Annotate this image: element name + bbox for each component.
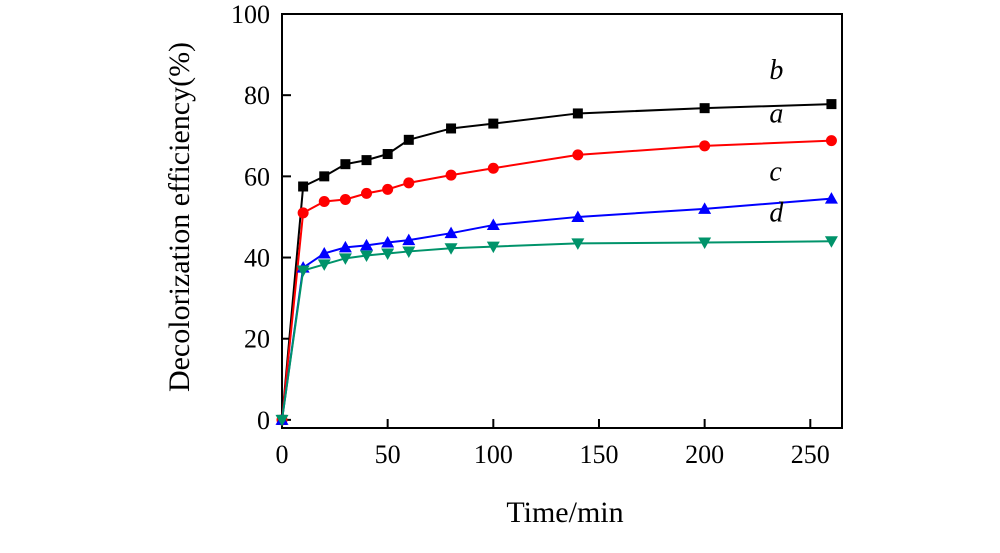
data-point [826,99,837,110]
data-point [297,207,309,219]
x-tick-label: 0 [276,440,289,469]
data-point [444,226,458,239]
series-b [277,99,837,425]
data-point [445,169,457,181]
series-label-d: d [769,197,784,228]
x-tick-label: 50 [375,440,401,469]
data-point [699,103,710,114]
series-line [281,103,832,420]
y-tick-label: 100 [231,0,270,29]
series-d [275,236,838,427]
data-point [360,250,374,262]
data-point [446,123,457,134]
y-tick-label: 40 [244,244,270,273]
plot-frame [281,13,843,429]
data-point [486,218,500,231]
data-point [360,238,374,251]
series-a [276,135,837,426]
data-point [698,202,712,214]
data-point [571,238,585,250]
data-point [339,193,351,205]
data-point [402,233,416,246]
data-point [319,171,330,182]
series-layer [275,99,838,427]
data-point [825,135,837,147]
data-point [824,236,838,248]
axes: 0 50 100 150 200 250 0 20 40 60 80 100 [231,0,843,469]
data-point [317,259,331,271]
data-point [361,155,372,166]
data-point [338,240,352,253]
y-tick-label: 60 [244,162,270,191]
data-point [382,149,393,160]
data-point [572,108,583,119]
series-label-b: b [769,55,783,86]
y-tick-label: 20 [244,325,270,354]
data-point [340,159,351,170]
x-tick-label: 250 [791,440,830,469]
data-point [486,241,500,254]
y-axis-title: Decolorization efficiency(%) [163,42,196,392]
data-point [317,246,331,259]
data-point [824,192,838,204]
data-point [298,181,309,192]
series-c [275,192,838,425]
data-point [338,253,352,265]
series-line [281,139,832,420]
data-point [361,187,373,199]
x-tick-label: 200 [685,440,724,469]
x-tick-label: 150 [579,440,618,469]
data-point [382,183,394,195]
data-point [572,149,584,161]
series-line [281,197,832,421]
data-point [403,177,415,189]
data-point [698,237,712,250]
x-axis-title: Time/min [506,496,623,529]
y-tick-label: 0 [257,406,270,435]
data-point [444,243,458,255]
data-point [403,134,414,145]
data-point [571,210,585,222]
data-point [487,162,499,174]
series-label-c: c [769,157,782,188]
data-point [318,196,330,208]
x-tick-label: 100 [474,440,513,469]
series-line [281,240,832,421]
y-tick-label: 80 [244,81,270,110]
data-point [402,246,416,258]
data-point [699,140,711,152]
data-point [488,118,499,129]
data-point [296,265,310,278]
data-point [275,414,289,427]
data-point [381,248,395,260]
data-point [381,236,395,248]
series-label-a: a [769,99,783,130]
